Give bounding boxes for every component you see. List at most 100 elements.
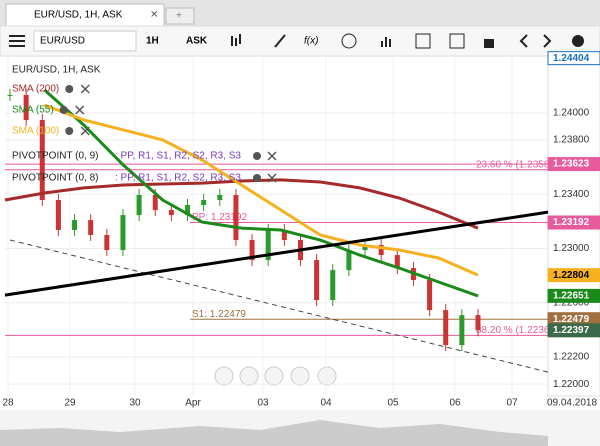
price-tag <box>547 268 600 283</box>
candle <box>39 120 45 201</box>
pivot-settings[interactable] <box>253 152 261 160</box>
price-tag-label: 1.23623 <box>553 159 590 170</box>
y-tick-label: 1.23000 <box>553 243 590 254</box>
sma-line <box>43 88 479 298</box>
button[interactable] <box>264 366 284 386</box>
side[interactable]: ASK <box>186 36 208 47</box>
layout[interactable] <box>449 33 465 49</box>
candle <box>152 194 158 211</box>
indicator-remove[interactable] <box>75 105 85 115</box>
candle <box>120 215 126 251</box>
pivot-label: PIVOTPOINT (0, 8) <box>12 173 99 184</box>
pivot-remove[interactable] <box>267 151 277 161</box>
price-tag-label: 1.23192 <box>553 217 590 228</box>
candle <box>459 315 465 346</box>
price-tag-label: 1.22804 <box>553 270 590 281</box>
info[interactable] <box>341 33 357 49</box>
price-tag-label: 1.22651 <box>553 291 590 302</box>
indicators[interactable]: f(x) <box>304 36 318 47</box>
sma-line <box>43 103 479 277</box>
price-tag <box>547 215 600 230</box>
symbol: EUR/USD <box>40 36 85 47</box>
price-tag <box>547 157 600 172</box>
x-tick-label: 05 <box>387 398 399 409</box>
button[interactable] <box>239 366 259 386</box>
x-tick-label: 06 <box>449 398 461 409</box>
interval[interactable]: 1H <box>146 36 159 47</box>
symbol-box[interactable] <box>33 30 137 52</box>
level-label: 38.20 % (1.2236) <box>476 325 553 336</box>
indicator-label: SMA (100) <box>12 126 59 137</box>
lock[interactable] <box>484 39 494 48</box>
tab-close[interactable]: ✕ <box>150 10 158 21</box>
candle <box>201 200 207 206</box>
nav[interactable] <box>519 34 552 48</box>
y-tick-label: 1.24000 <box>553 108 590 119</box>
studies[interactable] <box>381 37 391 47</box>
y-tick-label: 1.22200 <box>553 352 590 363</box>
indicator-remove[interactable] <box>80 84 90 94</box>
chart-type[interactable] <box>231 34 241 46</box>
settings[interactable] <box>572 35 584 47</box>
indicator-remove[interactable] <box>80 126 90 136</box>
y-tick-label: 1.22600 <box>553 297 590 308</box>
draw-tool[interactable] <box>274 34 286 48</box>
y-tick-label: 1.23400 <box>553 189 590 200</box>
candle <box>330 270 336 301</box>
x-tick-label: 28 <box>2 398 14 409</box>
button[interactable] <box>290 366 310 386</box>
candle <box>136 194 142 216</box>
button[interactable] <box>214 366 234 386</box>
y-tick-label: 1.23800 <box>553 135 590 146</box>
indicator-settings[interactable] <box>59 106 68 114</box>
candle <box>265 229 271 261</box>
x-tick-label: 04 <box>320 398 332 409</box>
menu[interactable] <box>9 35 25 47</box>
sma-line <box>4 178 479 230</box>
candle <box>281 229 287 241</box>
pivot-remove[interactable] <box>267 173 277 183</box>
button[interactable] <box>317 366 337 386</box>
price-tag-label: 1.24404 <box>553 53 590 64</box>
candle <box>104 234 110 251</box>
candle <box>346 250 352 271</box>
tab-label: EUR/USD, 1H, ASK <box>34 10 123 21</box>
x-tick-label: Apr <box>185 398 201 409</box>
level-label: 23.60 % (1.23581) <box>476 159 558 170</box>
candle <box>72 220 78 230</box>
candle <box>475 315 481 331</box>
candle <box>55 200 61 230</box>
pivot-settings[interactable] <box>253 174 261 182</box>
x-tick-label: 30 <box>129 398 141 409</box>
candle <box>233 194 239 241</box>
pivot-levels: : PP, R1, S1, R2, S2, R3, S3 <box>115 151 241 162</box>
chart-title: EUR/USD, 1H, ASK <box>12 65 101 76</box>
price-tag <box>547 288 600 303</box>
price-tag-label: 1.22479 <box>553 314 590 325</box>
candle <box>185 205 191 216</box>
indicator-label: SMA (200) <box>12 84 59 95</box>
x-tick-label: 07 <box>506 398 518 409</box>
nav-buttons <box>214 366 337 386</box>
indicator-settings[interactable] <box>65 85 74 93</box>
candle <box>88 220 94 235</box>
candle <box>378 245 384 256</box>
new-tab[interactable] <box>165 7 195 25</box>
candle <box>443 310 449 346</box>
level-label: PP: 1.23192 <box>192 212 247 223</box>
candle <box>217 194 223 201</box>
calendar[interactable] <box>415 33 431 49</box>
candle <box>314 260 320 301</box>
candle <box>394 255 400 269</box>
price-tag <box>547 323 600 338</box>
navigator-area <box>0 420 548 446</box>
indicator-settings[interactable] <box>65 127 74 135</box>
level-label: S1: 1.22479 <box>192 309 246 320</box>
candle <box>249 240 255 261</box>
new-tab-icon: + <box>176 11 182 22</box>
pivot-levels: : PP, R1, S1, R2, S2, R3, S3 <box>115 173 241 184</box>
trend-dashed <box>9 239 549 373</box>
price-tag-label: 1.22397 <box>553 325 590 336</box>
candle <box>7 94 13 96</box>
